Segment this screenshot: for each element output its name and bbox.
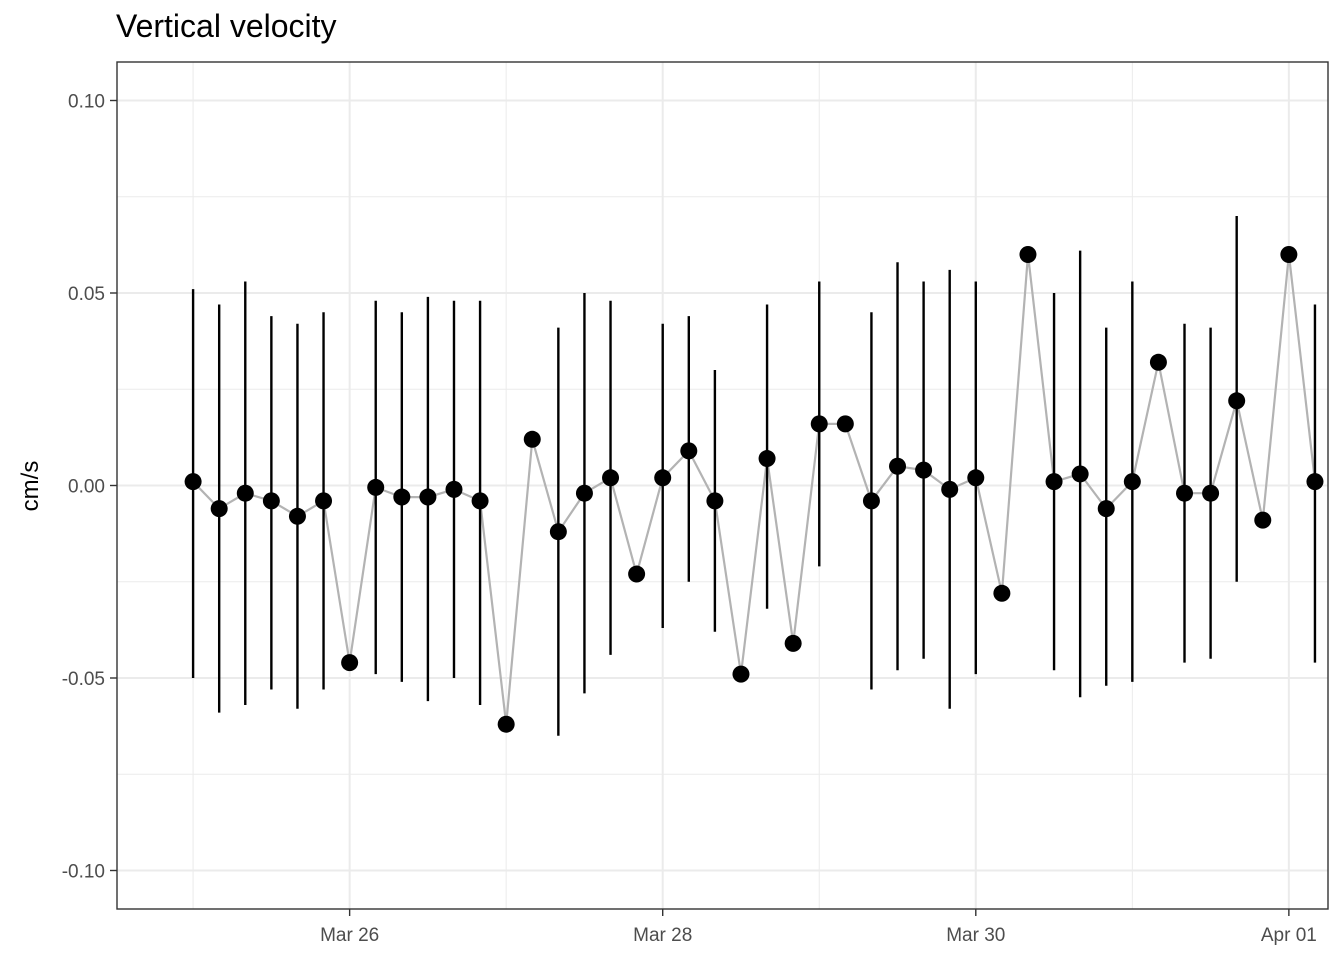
point-layer — [184, 246, 1324, 733]
x-tick-label: Mar 26 — [320, 925, 379, 946]
axis-layer: Mar 26 Mar 28 Mar 30 Apr 01 0.10 0.05 0.00 -0.0… — [62, 92, 1317, 947]
data-point — [549, 523, 567, 541]
x-tick-label: Mar 28 — [633, 925, 692, 946]
data-point — [1097, 500, 1115, 518]
y-tick-label: 0.00 — [68, 477, 105, 498]
data-point — [523, 430, 541, 448]
data-point — [810, 415, 828, 433]
chart-title: Vertical velocity — [116, 8, 337, 44]
data-point — [236, 484, 254, 502]
data-point — [1176, 484, 1194, 502]
data-point — [1254, 511, 1272, 529]
data-point — [1123, 473, 1141, 491]
data-point — [288, 507, 306, 525]
data-point — [628, 565, 646, 583]
data-point — [941, 480, 959, 498]
data-point — [367, 478, 385, 496]
data-point — [732, 665, 750, 683]
data-point — [602, 469, 620, 487]
data-point — [680, 442, 698, 460]
data-point — [758, 450, 776, 468]
data-point — [419, 488, 437, 506]
data-point — [393, 488, 411, 506]
data-point — [1071, 465, 1089, 483]
data-point — [1149, 353, 1167, 371]
data-point — [784, 634, 802, 652]
data-point — [1045, 473, 1063, 491]
data-point — [1280, 246, 1298, 263]
y-tick-label: 0.10 — [68, 92, 105, 113]
data-point — [262, 492, 280, 510]
data-point — [993, 584, 1011, 602]
y-tick-label: 0.05 — [68, 284, 105, 305]
data-point — [497, 715, 515, 733]
data-point — [471, 492, 489, 510]
data-point — [1019, 246, 1037, 263]
data-point — [1202, 484, 1220, 502]
data-point — [341, 654, 359, 672]
data-point — [706, 492, 724, 510]
data-point — [315, 492, 333, 510]
x-tick-label: Apr 01 — [1261, 925, 1317, 946]
data-point — [575, 484, 593, 502]
data-point — [915, 461, 933, 479]
y-axis-title: cm/s — [17, 461, 44, 512]
y-tick-label: -0.10 — [62, 862, 105, 883]
data-point — [445, 480, 463, 498]
data-point — [967, 469, 985, 487]
data-point — [889, 457, 907, 475]
data-point — [1228, 392, 1246, 410]
data-point — [862, 492, 880, 510]
data-point — [184, 473, 202, 491]
data-point — [1306, 473, 1324, 491]
x-tick-label: Mar 30 — [946, 925, 1005, 946]
data-point — [654, 469, 672, 487]
y-tick-label: -0.05 — [62, 669, 105, 690]
data-point — [210, 500, 228, 518]
data-point — [836, 415, 854, 433]
